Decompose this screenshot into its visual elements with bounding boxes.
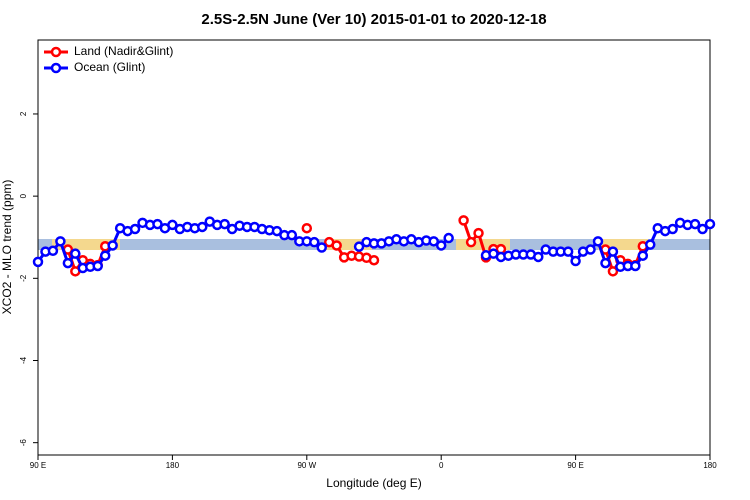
y-tick-label: -2: [19, 274, 28, 282]
marker: [47, 245, 59, 257]
land-patch: [326, 239, 372, 250]
y-tick-label: 0: [19, 193, 28, 198]
marker: [286, 229, 298, 241]
marker: [458, 215, 469, 226]
marker: [32, 256, 44, 268]
legend-marker: [50, 62, 62, 74]
marker: [645, 239, 656, 250]
x-tick-label: 0: [439, 461, 444, 470]
marker: [637, 250, 649, 261]
marker: [368, 254, 380, 266]
marker: [316, 242, 327, 253]
x-axis-label: Longitude (deg E): [326, 476, 421, 490]
marker: [301, 222, 313, 234]
marker: [129, 223, 141, 235]
chart-title: 2.5S-2.5N June (Ver 10) 2015-01-01 to 20…: [201, 11, 546, 28]
marker: [219, 218, 230, 230]
marker: [592, 236, 604, 247]
marker: [92, 260, 103, 272]
marker: [70, 248, 81, 259]
marker: [428, 236, 439, 247]
marker: [353, 241, 365, 252]
y-tick-label: -4: [19, 356, 28, 364]
marker: [607, 266, 619, 277]
marker: [630, 260, 641, 272]
marker: [107, 240, 118, 251]
marker: [607, 246, 619, 257]
marker: [585, 244, 596, 255]
marker: [99, 250, 111, 261]
land-patch: [598, 239, 648, 250]
x-tick-label: 90 W: [297, 461, 316, 470]
x-tick-label: 90 E: [30, 461, 46, 470]
marker: [570, 255, 581, 267]
plot-frame: [37, 39, 711, 456]
x-tick-label: 180: [166, 461, 180, 470]
marker: [533, 251, 544, 263]
marker: [167, 219, 178, 231]
legend-label: Ocean (Glint): [74, 60, 145, 74]
marker: [271, 225, 283, 237]
y-axis-label: XCO2 - MLO trend (ppm): [0, 180, 14, 315]
marker: [689, 218, 701, 230]
marker: [331, 240, 342, 251]
marker: [562, 246, 574, 257]
x-tick-label: 90 E: [567, 461, 583, 470]
marker: [197, 221, 208, 233]
marker: [600, 257, 611, 269]
marker: [309, 236, 320, 248]
marker: [473, 227, 484, 239]
marker: [443, 232, 454, 244]
marker: [62, 257, 74, 269]
marker: [435, 240, 447, 251]
y-tick-label: 2: [19, 111, 28, 116]
marker: [704, 218, 716, 230]
x-tick-label: 180: [703, 461, 717, 470]
legend-marker: [50, 46, 62, 58]
legend-label: Land (Nadir&Glint): [74, 44, 173, 58]
land-patch: [52, 239, 120, 250]
marker: [465, 236, 477, 248]
marker: [667, 223, 678, 235]
marker: [697, 223, 708, 235]
y-tick-label: -6: [19, 439, 28, 447]
marker: [152, 218, 163, 230]
marker: [55, 236, 66, 247]
